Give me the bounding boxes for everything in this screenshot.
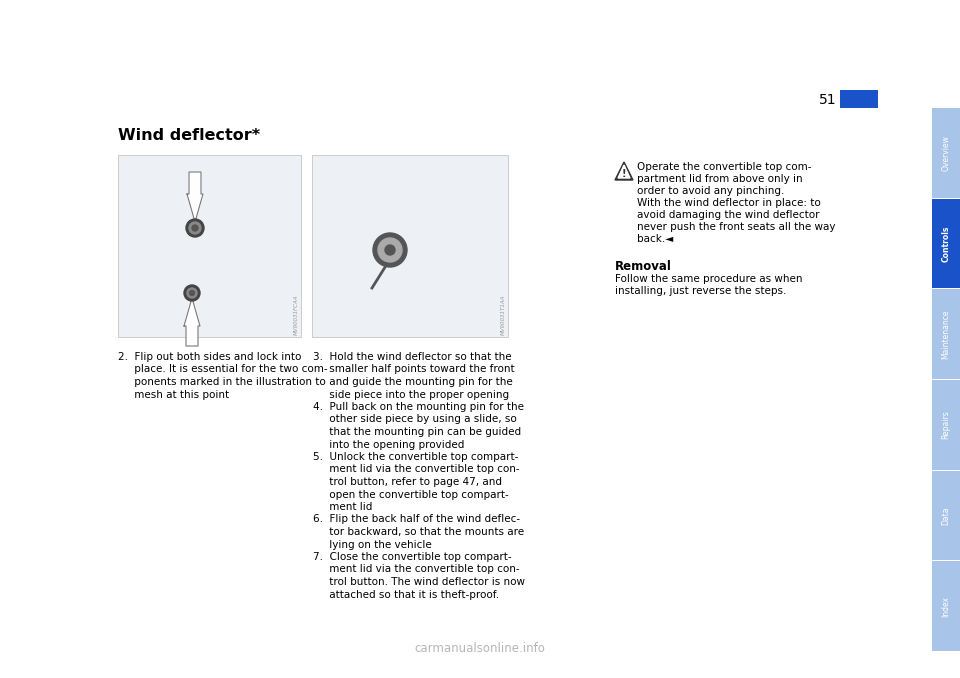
Text: With the wind deflector in place: to: With the wind deflector in place: to bbox=[637, 198, 821, 208]
Text: 6.  Flip the back half of the wind deflec-: 6. Flip the back half of the wind deflec… bbox=[313, 515, 520, 525]
Text: other side piece by using a slide, so: other side piece by using a slide, so bbox=[313, 414, 516, 424]
Text: 2.  Flip out both sides and lock into: 2. Flip out both sides and lock into bbox=[118, 352, 301, 362]
Polygon shape bbox=[615, 162, 633, 180]
Text: 4.  Pull back on the mounting pin for the: 4. Pull back on the mounting pin for the bbox=[313, 402, 524, 412]
Text: 51: 51 bbox=[820, 93, 837, 107]
Text: Maintenance: Maintenance bbox=[942, 309, 950, 359]
Polygon shape bbox=[184, 298, 200, 346]
Text: never push the front seats all the way: never push the front seats all the way bbox=[637, 222, 835, 232]
Text: and guide the mounting pin for the: and guide the mounting pin for the bbox=[313, 377, 513, 387]
Text: Wind deflector*: Wind deflector* bbox=[118, 128, 260, 143]
Text: tor backward, so that the mounts are: tor backward, so that the mounts are bbox=[313, 527, 524, 537]
Circle shape bbox=[192, 225, 198, 231]
Bar bbox=[932, 561, 960, 651]
Text: MV90031T1AA: MV90031T1AA bbox=[501, 295, 506, 335]
Text: open the convertible top compart-: open the convertible top compart- bbox=[313, 490, 509, 500]
Polygon shape bbox=[187, 172, 203, 222]
Text: ment lid: ment lid bbox=[313, 502, 372, 512]
Text: Follow the same procedure as when: Follow the same procedure as when bbox=[615, 274, 803, 284]
Bar bbox=[840, 90, 878, 108]
Text: side piece into the proper opening: side piece into the proper opening bbox=[313, 389, 509, 399]
Text: carmanualsonline.info: carmanualsonline.info bbox=[415, 641, 545, 654]
Text: MV90031FCAA: MV90031FCAA bbox=[294, 294, 299, 335]
Text: lying on the vehicle: lying on the vehicle bbox=[313, 540, 432, 549]
Text: 5.  Unlock the convertible top compart-: 5. Unlock the convertible top compart- bbox=[313, 452, 518, 462]
Circle shape bbox=[373, 233, 407, 267]
Text: partment lid from above only in: partment lid from above only in bbox=[637, 174, 803, 184]
Bar bbox=[932, 471, 960, 560]
Text: Removal: Removal bbox=[615, 260, 672, 273]
Bar bbox=[932, 380, 960, 470]
Bar bbox=[312, 155, 508, 337]
Text: trol button. The wind deflector is now: trol button. The wind deflector is now bbox=[313, 577, 525, 587]
Circle shape bbox=[189, 222, 201, 234]
Circle shape bbox=[385, 245, 395, 255]
Polygon shape bbox=[618, 165, 630, 178]
Text: Controls: Controls bbox=[942, 225, 950, 262]
Bar bbox=[932, 290, 960, 379]
Text: Index: Index bbox=[942, 596, 950, 617]
Text: Operate the convertible top com-: Operate the convertible top com- bbox=[637, 162, 811, 172]
Circle shape bbox=[189, 290, 195, 296]
Text: Data: Data bbox=[942, 506, 950, 525]
Circle shape bbox=[378, 238, 402, 262]
Text: place. It is essential for the two com-: place. It is essential for the two com- bbox=[118, 365, 327, 374]
Text: trol button, refer to page 47, and: trol button, refer to page 47, and bbox=[313, 477, 502, 487]
Text: ment lid via the convertible top con-: ment lid via the convertible top con- bbox=[313, 464, 519, 475]
Text: that the mounting pin can be guided: that the mounting pin can be guided bbox=[313, 427, 521, 437]
Circle shape bbox=[187, 288, 197, 298]
Text: back.◄: back.◄ bbox=[637, 234, 673, 244]
Text: attached so that it is theft-proof.: attached so that it is theft-proof. bbox=[313, 589, 499, 599]
Text: ponents marked in the illustration to: ponents marked in the illustration to bbox=[118, 377, 325, 387]
Text: smaller half points toward the front: smaller half points toward the front bbox=[313, 365, 515, 374]
Text: 7.  Close the convertible top compart-: 7. Close the convertible top compart- bbox=[313, 552, 512, 562]
Bar bbox=[932, 199, 960, 288]
Circle shape bbox=[184, 285, 200, 301]
Bar bbox=[118, 155, 301, 337]
Bar bbox=[932, 108, 960, 198]
Text: avoid damaging the wind deflector: avoid damaging the wind deflector bbox=[637, 210, 820, 220]
Text: 3.  Hold the wind deflector so that the: 3. Hold the wind deflector so that the bbox=[313, 352, 512, 362]
Text: installing, just reverse the steps.: installing, just reverse the steps. bbox=[615, 286, 786, 296]
Text: into the opening provided: into the opening provided bbox=[313, 439, 465, 450]
Text: Overview: Overview bbox=[942, 135, 950, 171]
Text: !: ! bbox=[622, 169, 626, 179]
Text: ment lid via the convertible top con-: ment lid via the convertible top con- bbox=[313, 565, 519, 574]
Text: Repairs: Repairs bbox=[942, 410, 950, 439]
Circle shape bbox=[186, 219, 204, 237]
Text: mesh at this point: mesh at this point bbox=[118, 389, 229, 399]
Text: order to avoid any pinching.: order to avoid any pinching. bbox=[637, 186, 784, 196]
